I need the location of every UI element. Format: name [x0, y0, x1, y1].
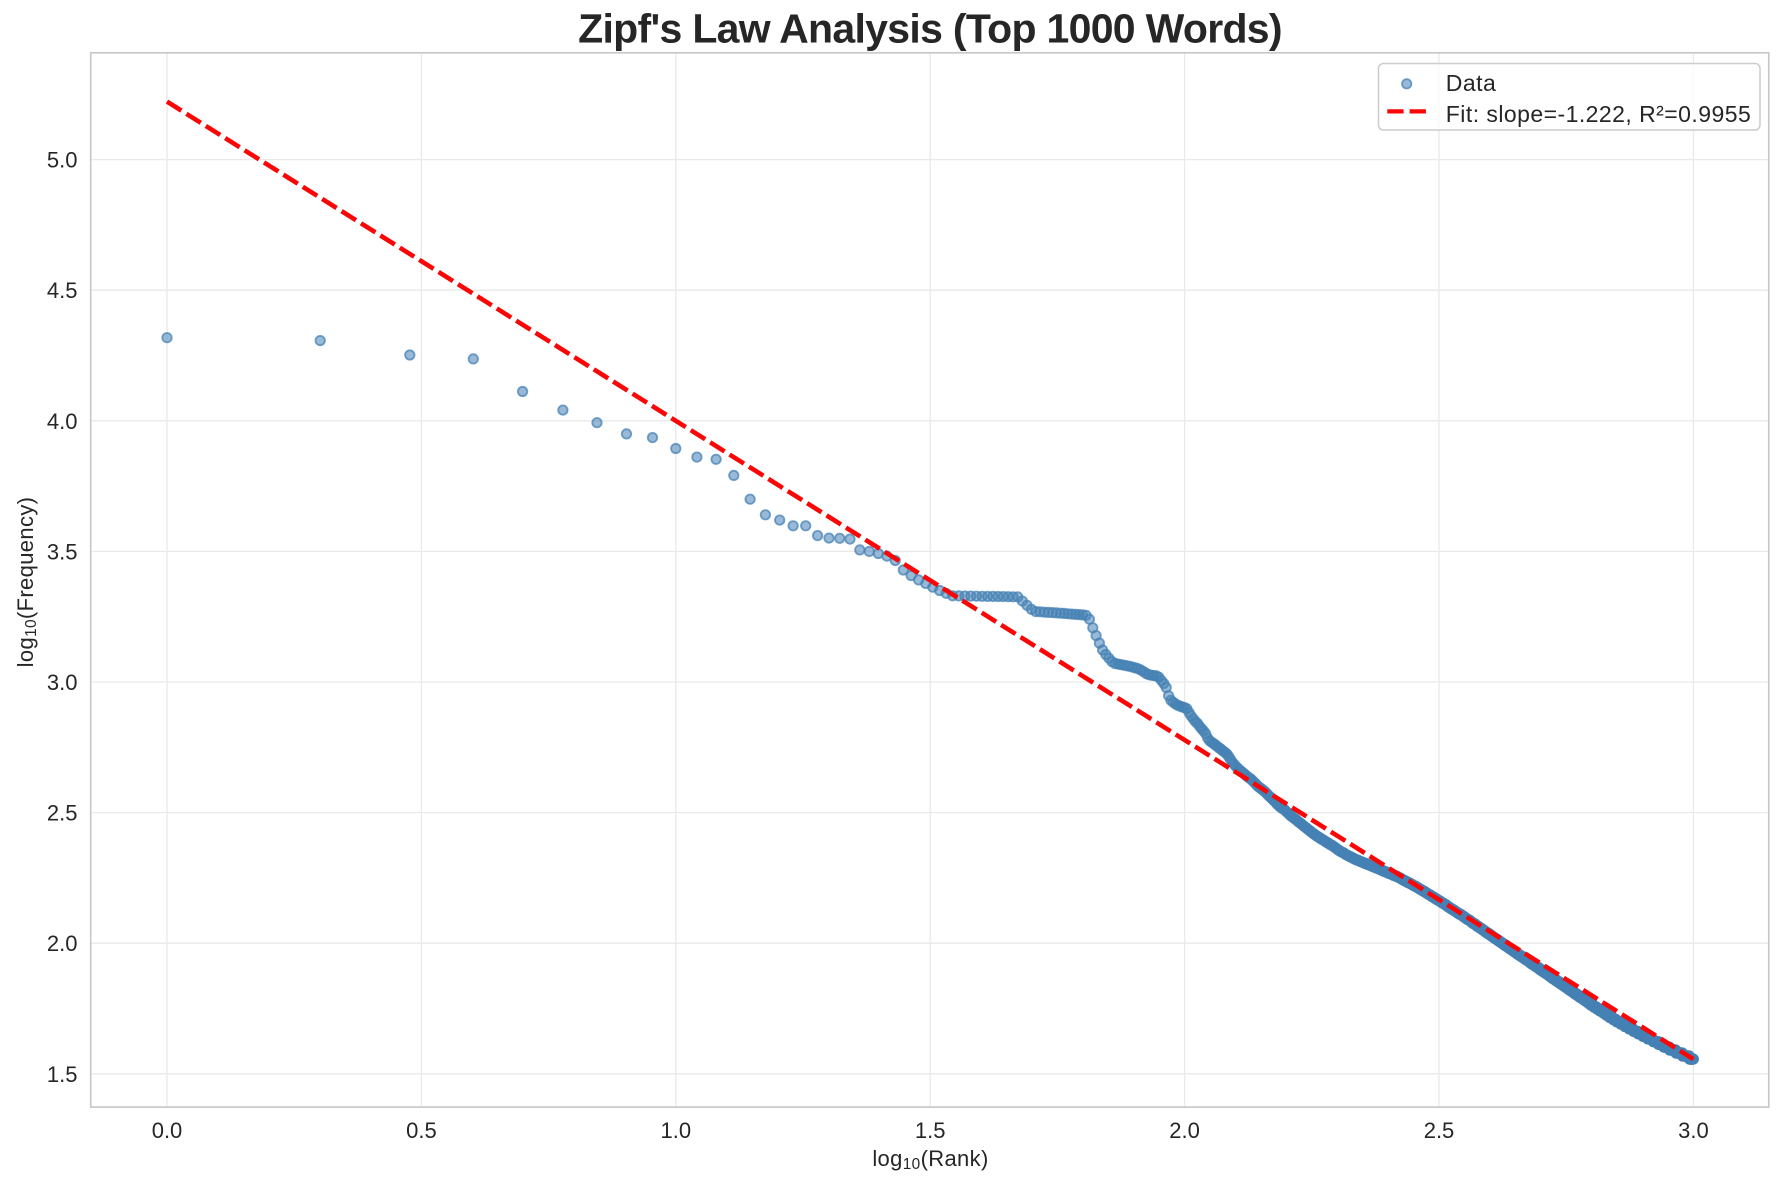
svg-text:3.5: 3.5: [47, 539, 78, 564]
svg-text:0.5: 0.5: [406, 1118, 437, 1143]
svg-text:Fit: slope=-1.222, R²=0.9955: Fit: slope=-1.222, R²=0.9955: [1446, 101, 1751, 127]
svg-text:log10(Rank): log10(Rank): [872, 1146, 988, 1173]
svg-text:2.0: 2.0: [47, 931, 78, 956]
svg-text:5.0: 5.0: [47, 148, 78, 173]
svg-text:Data: Data: [1446, 70, 1496, 96]
svg-text:2.5: 2.5: [47, 801, 78, 826]
svg-text:4.0: 4.0: [47, 409, 78, 434]
svg-text:2.0: 2.0: [1169, 1118, 1200, 1143]
svg-text:4.5: 4.5: [47, 278, 78, 303]
svg-text:1.0: 1.0: [661, 1118, 692, 1143]
svg-text:Zipf's Law Analysis (Top 1000: Zipf's Law Analysis (Top 1000 Words): [578, 6, 1282, 52]
svg-text:1.5: 1.5: [915, 1118, 946, 1143]
svg-text:3.0: 3.0: [47, 670, 78, 695]
svg-text:3.0: 3.0: [1678, 1118, 1709, 1143]
svg-text:log10(Frequency): log10(Frequency): [13, 497, 40, 668]
svg-text:1.5: 1.5: [47, 1062, 78, 1087]
svg-text:0.0: 0.0: [152, 1118, 183, 1143]
svg-text:2.5: 2.5: [1424, 1118, 1455, 1143]
